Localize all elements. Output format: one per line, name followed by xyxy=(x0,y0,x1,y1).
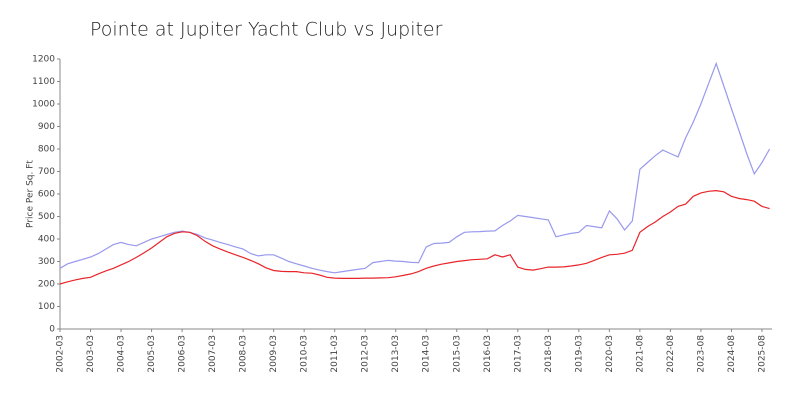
x-tick-label: 2022-08 xyxy=(666,335,676,373)
x-tick-label: 2021-08 xyxy=(635,335,645,373)
x-tick-label: 2020-03 xyxy=(605,335,615,373)
x-tick-label: 2019-03 xyxy=(574,335,584,373)
y-tick-label: 900 xyxy=(38,122,55,132)
x-tick-label: 2012-03 xyxy=(361,335,371,373)
x-tick-label: 2006-03 xyxy=(178,335,188,373)
x-tick-label: 2003-03 xyxy=(86,335,96,373)
series-line xyxy=(59,189,770,285)
x-tick-label: 2013-03 xyxy=(391,335,401,373)
x-tick-label: 2009-03 xyxy=(269,335,279,373)
x-tick-label: 2017-03 xyxy=(513,335,523,373)
y-tick-label: 0 xyxy=(49,325,55,335)
x-tick-label: 2024-08 xyxy=(727,335,737,373)
y-tick-label: 300 xyxy=(38,257,55,267)
chart-title: Pointe at Jupiter Yacht Club vs Jupiter xyxy=(90,19,443,41)
x-tick-label: 2015-03 xyxy=(452,335,462,373)
y-axis-label: Price Per Sq. Ft xyxy=(26,160,36,228)
y-tick-label: 200 xyxy=(38,280,55,290)
y-tick-label: 100 xyxy=(38,302,55,312)
y-tick-label: 1100 xyxy=(32,77,55,87)
x-tick-label: 2005-03 xyxy=(147,335,157,373)
y-tick-label: 1200 xyxy=(32,55,55,65)
x-tick-label: 2014-03 xyxy=(422,335,432,373)
y-tick-label: 800 xyxy=(38,145,55,155)
x-tick-label: 2018-03 xyxy=(544,335,554,373)
x-tick-label: 2023-08 xyxy=(696,335,706,373)
y-tick-label: 400 xyxy=(38,235,55,245)
x-tick-label: 2011-03 xyxy=(330,335,340,373)
x-tick-label: 2007-03 xyxy=(208,335,218,373)
x-tick-label: 2025-08 xyxy=(757,335,767,373)
y-tick-label: 500 xyxy=(38,212,55,222)
x-tick-label: 2016-03 xyxy=(483,335,493,373)
series-line xyxy=(59,61,771,274)
y-tick-label: 1000 xyxy=(32,100,55,110)
x-tick-label: 2010-03 xyxy=(300,335,310,373)
x-tick-label: 2002-03 xyxy=(56,335,66,373)
x-tick-label: 2004-03 xyxy=(117,335,127,373)
x-tick-label: 2008-03 xyxy=(239,335,249,373)
y-tick-label: 700 xyxy=(38,167,55,177)
y-tick-label: 600 xyxy=(38,190,55,200)
